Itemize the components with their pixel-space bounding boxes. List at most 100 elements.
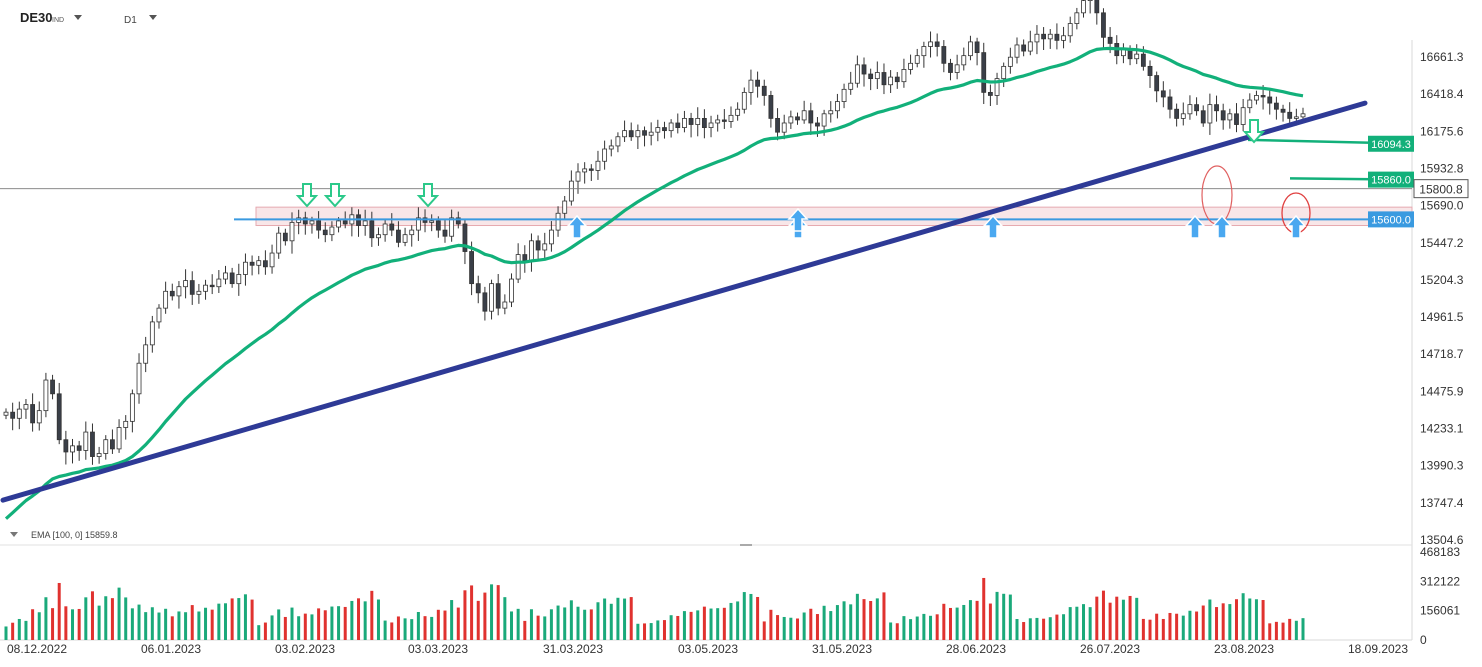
caret-down-icon[interactable] [149,15,157,20]
volume-bar [1248,598,1252,640]
candle-body [169,290,175,297]
volume-bar [1101,590,1105,640]
candle-body [1007,56,1013,67]
volume-tick-label: 312122 [1420,574,1460,588]
candle-body [801,110,807,121]
volume-bar [170,616,174,640]
price-tick-label: 16418.4 [1420,87,1464,101]
candle-body [535,240,541,251]
volume-bar [702,606,706,640]
candle-body [435,220,441,231]
last-price-label: 15800.8 [1419,183,1463,197]
candle-body [143,344,149,364]
candle-body [116,427,122,450]
volume-bar [995,591,999,640]
ema-indicator-label[interactable]: EMA [100, 0] 15859.8 [31,530,118,540]
volume-bar [290,607,294,640]
volume-bar [463,590,467,640]
candle-body [256,260,262,266]
caret-down-icon[interactable] [10,532,18,537]
date-tick-label: 31.03.2023 [543,642,603,656]
volume-bar [476,600,480,640]
candle-body [928,41,933,47]
date-tick-label: 08.12.2022 [7,642,67,656]
price-tick-label: 15690.0 [1420,199,1464,213]
candle-body [515,254,521,280]
symbol-name[interactable]: DE30 [20,10,53,25]
volume-bar [822,605,826,640]
volume-bar [1121,599,1125,640]
candle-body [748,79,754,93]
candle-body [562,200,568,214]
candle-body [522,254,528,262]
candle-body [362,220,368,226]
volume-bar [516,608,520,640]
candle-body [542,243,548,251]
candle-body [149,321,155,346]
candle-body [815,122,820,127]
volume-bar [809,608,813,640]
volume-bar [357,598,361,640]
candle-body [808,110,814,124]
volume-bar [337,606,341,640]
down-arrow-shape [416,183,440,208]
volume-bar [144,612,148,640]
trendline[interactable] [0,100,1368,503]
candle-body [110,439,115,450]
candle-body [475,283,481,294]
volume-bar [629,597,633,640]
volume-bar [549,609,553,640]
candle-body [622,130,627,138]
price-axis[interactable]: 16661.3 16418.4 16175.6 15932.8 15690.0 15447… [1420,50,1464,547]
candle-body [888,76,894,86]
candle-body [575,171,581,182]
candle-body [376,234,381,239]
volume-bar [782,616,786,640]
volume-bar [955,607,959,640]
candle-body [203,284,208,292]
volume-bar [4,626,8,640]
volume-bar [217,603,221,640]
candle-body [695,118,701,125]
date-tick-label: 23.08.2023 [1214,642,1274,656]
price-tick-label: 14475.9 [1420,384,1464,398]
candle-body [588,168,594,171]
candle-body [322,229,328,236]
candle-body [881,72,887,86]
volume-bar [317,608,321,640]
candle-body [555,212,561,231]
candle-body [136,362,142,395]
volume-bar [862,599,866,640]
candle-body [655,127,661,133]
candle-body [781,122,787,133]
caret-down-icon[interactable] [74,15,82,20]
volume-bar [929,615,933,640]
time-axis[interactable]: 08.12.2022 06.01.2023 03.02.2023 03.03.2023… [7,642,1408,656]
up-arrow-icon [1285,214,1307,239]
down-arrow-icon [323,183,347,208]
up-arrow-icon [1211,214,1233,239]
ema-line[interactable] [4,46,1304,520]
volume-bar [1175,613,1179,640]
volume-bar [283,616,287,640]
volume-bar [676,615,680,640]
volume-bar [1195,611,1199,640]
candle-body [795,116,800,121]
volume-bar [669,615,673,640]
volume-bar [855,593,859,640]
candle-body [615,136,621,147]
candle-body [50,379,55,395]
candle-body [316,220,322,231]
candle-body [269,252,275,268]
volume-bar [1128,595,1132,640]
volume-bar [350,600,354,640]
candle-body [183,280,188,288]
timeframe-label[interactable]: D1 [124,15,137,26]
volume-bar [157,612,161,640]
volume-bar [436,609,440,640]
candle-body [209,284,215,288]
candle-body [675,122,681,128]
volume-bar [450,600,454,640]
